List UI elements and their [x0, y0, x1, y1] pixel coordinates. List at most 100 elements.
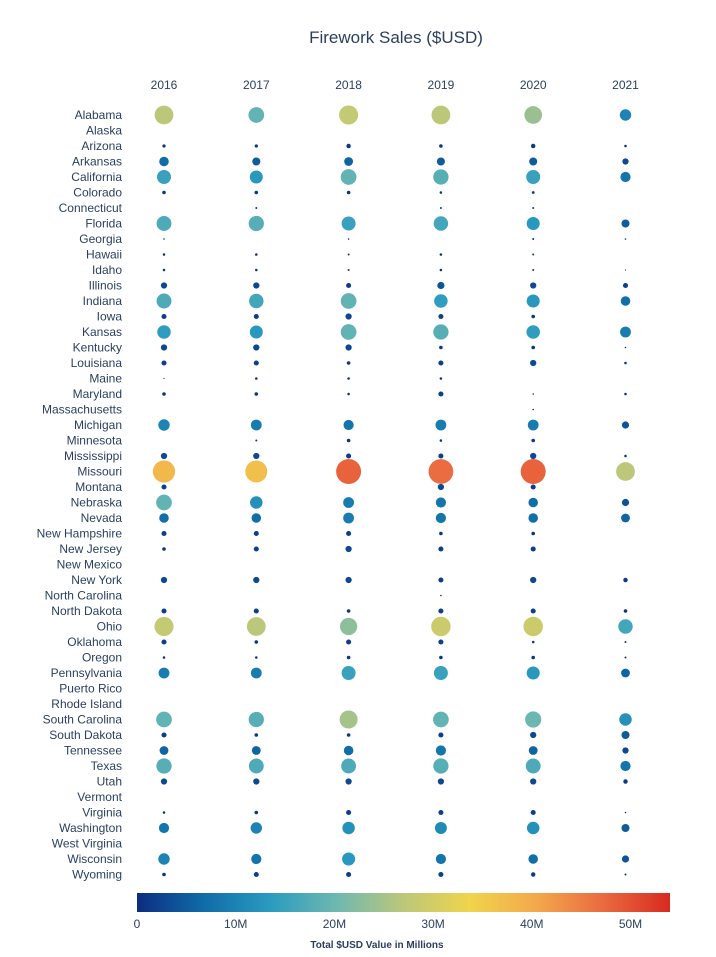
- bubble-michigan-2021[interactable]: [621, 421, 630, 429]
- bubble-arkansas-2019[interactable]: [436, 157, 445, 166]
- bubble-ohio-2018[interactable]: [339, 617, 358, 636]
- bubble-colorado-2019[interactable]: [439, 191, 443, 194]
- bubble-maryland-2019[interactable]: [438, 391, 444, 397]
- bubble-wisconsin-2021[interactable]: [621, 855, 630, 863]
- bubble-utah-2018[interactable]: [345, 778, 352, 785]
- bubble-minnesota-2018[interactable]: [346, 438, 351, 443]
- bubble-idaho-2021[interactable]: [624, 269, 627, 271]
- bubble-missouri-2020[interactable]: [520, 459, 546, 484]
- bubble-texas-2021[interactable]: [620, 760, 631, 772]
- bubble-michigan-2018[interactable]: [343, 419, 354, 431]
- bubble-north-carolina-2019[interactable]: [440, 594, 442, 597]
- bubble-arizona-2018[interactable]: [346, 143, 351, 149]
- bubble-arkansas-2020[interactable]: [529, 157, 538, 166]
- bubble-virginia-2017[interactable]: [254, 810, 259, 815]
- bubble-wisconsin-2016[interactable]: [158, 853, 170, 865]
- bubble-kansas-2017[interactable]: [249, 325, 263, 339]
- bubble-alabama-2020[interactable]: [524, 106, 543, 124]
- bubble-south-carolina-2018[interactable]: [339, 710, 358, 729]
- bubble-hawaii-2020[interactable]: [532, 253, 535, 256]
- bubble-georgia-2016[interactable]: [163, 238, 165, 240]
- bubble-idaho-2016[interactable]: [162, 268, 166, 272]
- bubble-wyoming-2020[interactable]: [530, 872, 536, 877]
- bubble-louisiana-2018[interactable]: [346, 361, 351, 365]
- bubble-alabama-2016[interactable]: [154, 105, 174, 125]
- bubble-california-2019[interactable]: [433, 169, 449, 185]
- bubble-oklahoma-2020[interactable]: [531, 640, 535, 644]
- bubble-maryland-2016[interactable]: [162, 392, 166, 396]
- bubble-new-jersey-2016[interactable]: [162, 547, 166, 551]
- bubble-utah-2017[interactable]: [253, 778, 260, 785]
- bubble-michigan-2020[interactable]: [527, 419, 539, 431]
- bubble-mississippi-2018[interactable]: [346, 453, 352, 459]
- bubble-kansas-2020[interactable]: [526, 325, 540, 339]
- bubble-tennessee-2018[interactable]: [343, 745, 354, 756]
- bubble-connecticut-2017[interactable]: [255, 207, 258, 209]
- bubble-wisconsin-2017[interactable]: [251, 853, 262, 865]
- bubble-colorado-2016[interactable]: [162, 190, 166, 195]
- bubble-north-dakota-2020[interactable]: [530, 608, 536, 614]
- bubble-mississippi-2017[interactable]: [253, 452, 260, 460]
- bubble-georgia-2021[interactable]: [624, 238, 627, 240]
- bubble-louisiana-2016[interactable]: [161, 360, 167, 366]
- bubble-colorado-2017[interactable]: [254, 190, 259, 195]
- bubble-maryland-2017[interactable]: [254, 392, 259, 396]
- bubble-south-dakota-2020[interactable]: [530, 731, 537, 739]
- bubble-tennessee-2021[interactable]: [622, 747, 629, 754]
- bubble-florida-2021[interactable]: [621, 219, 630, 228]
- bubble-arizona-2016[interactable]: [162, 144, 166, 148]
- bubble-indiana-2021[interactable]: [620, 296, 631, 306]
- bubble-idaho-2018[interactable]: [347, 269, 350, 271]
- bubble-south-carolina-2016[interactable]: [156, 711, 172, 728]
- bubble-north-dakota-2018[interactable]: [346, 609, 351, 613]
- bubble-new-jersey-2018[interactable]: [345, 545, 352, 553]
- bubble-tennessee-2020[interactable]: [528, 746, 538, 755]
- bubble-ohio-2020[interactable]: [523, 616, 543, 637]
- bubble-ohio-2017[interactable]: [246, 617, 266, 636]
- bubble-minnesota-2019[interactable]: [439, 439, 443, 442]
- bubble-maine-2017[interactable]: [255, 377, 258, 380]
- bubble-oregon-2018[interactable]: [346, 655, 351, 660]
- bubble-connecticut-2020[interactable]: [532, 207, 535, 209]
- bubble-idaho-2019[interactable]: [439, 268, 443, 272]
- bubble-utah-2020[interactable]: [530, 778, 537, 785]
- bubble-south-dakota-2017[interactable]: [254, 733, 259, 737]
- bubble-kansas-2016[interactable]: [157, 325, 171, 339]
- bubble-wisconsin-2019[interactable]: [435, 853, 446, 865]
- bubble-utah-2019[interactable]: [437, 778, 445, 785]
- bubble-oregon-2019[interactable]: [439, 655, 443, 660]
- bubble-south-carolina-2020[interactable]: [525, 711, 542, 728]
- bubble-texas-2016[interactable]: [156, 758, 172, 774]
- bubble-colorado-2020[interactable]: [531, 191, 535, 194]
- bubble-indiana-2017[interactable]: [249, 293, 264, 309]
- bubble-illinois-2018[interactable]: [346, 282, 352, 289]
- bubble-wisconsin-2018[interactable]: [342, 852, 356, 866]
- bubble-ohio-2016[interactable]: [154, 616, 174, 637]
- bubble-illinois-2017[interactable]: [253, 282, 260, 289]
- bubble-pennsylvania-2017[interactable]: [250, 667, 262, 679]
- bubble-indiana-2020[interactable]: [526, 294, 540, 308]
- bubble-washington-2018[interactable]: [342, 821, 355, 835]
- bubble-alabama-2017[interactable]: [248, 107, 265, 123]
- bubble-maryland-2020[interactable]: [532, 393, 535, 395]
- bubble-oklahoma-2019[interactable]: [438, 639, 444, 645]
- bubble-missouri-2017[interactable]: [245, 460, 268, 483]
- bubble-california-2021[interactable]: [620, 171, 631, 183]
- bubble-nevada-2020[interactable]: [528, 513, 538, 523]
- bubble-iowa-2019[interactable]: [438, 313, 444, 320]
- bubble-arizona-2017[interactable]: [254, 144, 258, 148]
- bubble-new-hampshire-2019[interactable]: [439, 531, 443, 536]
- bubble-north-dakota-2021[interactable]: [623, 609, 628, 613]
- bubble-michigan-2017[interactable]: [250, 419, 262, 431]
- bubble-new-york-2021[interactable]: [623, 577, 628, 583]
- bubble-louisiana-2020[interactable]: [530, 359, 537, 367]
- bubble-louisiana-2017[interactable]: [253, 360, 259, 366]
- bubble-utah-2021[interactable]: [623, 779, 628, 784]
- bubble-illinois-2020[interactable]: [530, 282, 537, 289]
- bubble-missouri-2019[interactable]: [428, 459, 454, 484]
- bubble-pennsylvania-2018[interactable]: [341, 666, 356, 680]
- bubble-arkansas-2021[interactable]: [622, 158, 629, 165]
- bubble-nebraska-2020[interactable]: [528, 497, 538, 508]
- bubble-alabama-2021[interactable]: [619, 109, 632, 121]
- bubble-oklahoma-2016[interactable]: [161, 639, 167, 645]
